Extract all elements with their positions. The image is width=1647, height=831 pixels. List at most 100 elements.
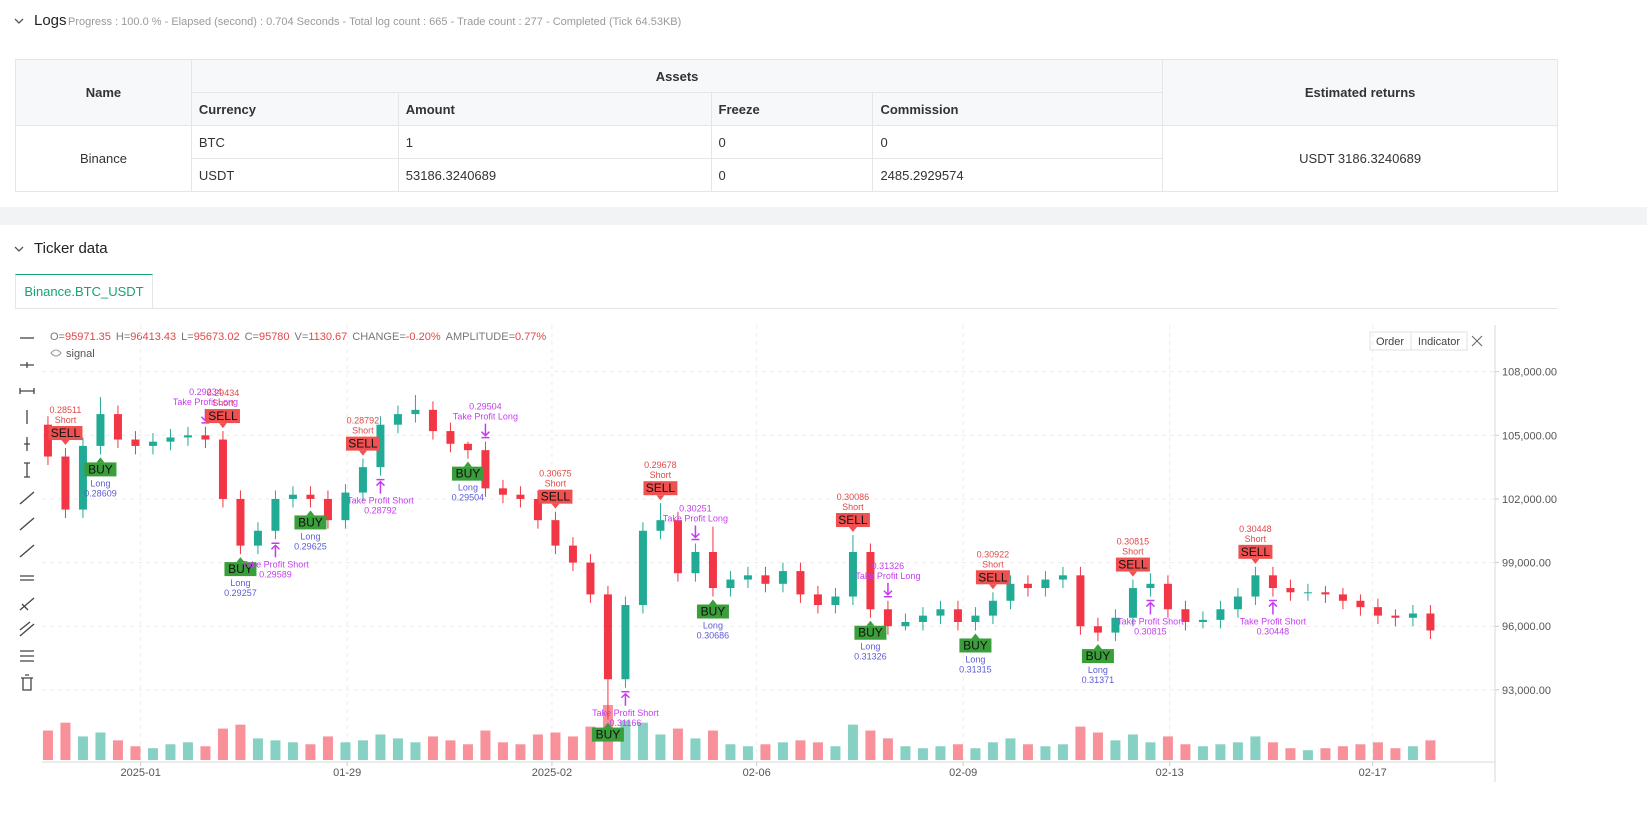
sell-label [538, 489, 573, 504]
assets-table: Name Assets Estimated returns Currency A… [15, 59, 1558, 192]
column-header: Assets [190, 59, 1164, 93]
candle-body [1163, 583, 1172, 610]
sub-header: Amount [397, 92, 712, 126]
volume-bar [1302, 750, 1313, 760]
sell-pointer [218, 423, 227, 429]
candle-body [166, 437, 175, 442]
signal-text: Long [300, 531, 320, 541]
volume-bar [1407, 746, 1418, 760]
tool-icon[interactable] [19, 491, 35, 505]
indicator-button-label[interactable]: Indicator [1418, 336, 1461, 348]
signal-text: Take Profit Short [1240, 617, 1307, 627]
candle-body [411, 409, 420, 415]
collapse-icon[interactable] [13, 15, 25, 27]
tool-icon[interactable] [20, 650, 34, 662]
collapse-icon[interactable] [13, 243, 25, 255]
tool-icon[interactable] [20, 362, 34, 368]
take-profit-arrow [270, 542, 280, 558]
volume-bar [357, 740, 368, 760]
signal-text: 0.28792 [347, 416, 380, 426]
sell-label [975, 570, 1010, 585]
volume-bar [217, 728, 228, 760]
volume-bar [1215, 744, 1226, 760]
tool-icon[interactable] [19, 597, 35, 611]
signal-text: Take Profit Long [173, 397, 238, 407]
info-key: C= [245, 331, 259, 343]
candle-body [306, 494, 315, 499]
ticker-tab[interactable]: Binance.BTC_USDT [15, 274, 153, 308]
candle-body [43, 424, 52, 457]
tool-icon[interactable] [19, 388, 35, 394]
info-key: H= [116, 331, 130, 343]
candle-body [376, 424, 385, 468]
sell-label [48, 426, 83, 441]
volume-bar [707, 730, 718, 760]
signal-text: 0.30448 [1239, 524, 1272, 534]
signal-text: 0.31326 [854, 652, 887, 662]
tab-line [15, 308, 1558, 309]
take-profit-arrow [1145, 599, 1155, 615]
signal-text: Take Profit Short [347, 496, 414, 506]
candle-body [568, 545, 577, 563]
info-key: CHANGE= [352, 331, 406, 343]
info-value: 1130.67 [308, 331, 347, 343]
volume-bar [1355, 744, 1366, 760]
sell-label [205, 409, 240, 424]
buy-text: BUY [701, 605, 726, 619]
tool-icon[interactable] [24, 462, 30, 478]
volume-bar [1092, 732, 1103, 760]
sell-label [1115, 557, 1150, 572]
tool-icon[interactable] [21, 674, 33, 691]
info-key: AMPLITUDE= [446, 331, 515, 343]
volume-bar [1127, 734, 1138, 760]
tool-icon[interactable] [19, 621, 35, 637]
volume-bar [322, 736, 333, 760]
indicator-legend: signal [66, 348, 95, 360]
volume-bar [410, 742, 421, 760]
buy-text: BUY [858, 626, 883, 640]
tool-icon[interactable] [20, 575, 34, 581]
volume-bar [1337, 746, 1348, 760]
buy-pointer [971, 633, 980, 639]
indicator-button[interactable] [1410, 331, 1468, 351]
tool-icon[interactable] [24, 437, 30, 451]
buy-label [294, 515, 327, 530]
buy-label [696, 604, 729, 619]
candle-body [796, 571, 805, 595]
order-button-label[interactable]: Order [1376, 336, 1404, 348]
signal-text: Short [982, 559, 1004, 569]
candle-body [953, 609, 962, 622]
volume-bar [567, 736, 578, 760]
volume-bar [1372, 742, 1383, 760]
tool-icon[interactable] [19, 517, 35, 531]
volume-bar [1320, 748, 1331, 760]
signal-text: Short [842, 502, 864, 512]
y-tick-label: 105,000.00 [1502, 430, 1557, 442]
candle-body [183, 435, 192, 438]
volume-bar [427, 736, 438, 760]
signal-text: Take Profit Long [663, 514, 728, 524]
volume-bar [882, 738, 893, 760]
candle-body [988, 600, 997, 616]
candle-body [1111, 617, 1120, 633]
signal-text: Take Profit Short [242, 559, 309, 569]
volume-bar [340, 742, 351, 760]
candle-body [1198, 619, 1207, 622]
candle-body [1076, 575, 1085, 627]
signal-text: Long [1088, 665, 1108, 675]
tool-icon[interactable] [19, 544, 35, 558]
cell: 0 [710, 158, 874, 192]
section-divider [0, 207, 1647, 225]
eye-icon[interactable] [50, 349, 62, 357]
candle-body [1041, 579, 1050, 589]
signal-text: 0.30922 [977, 549, 1010, 559]
fullscreen-icon[interactable] [1471, 335, 1483, 347]
candle-body [236, 498, 245, 546]
